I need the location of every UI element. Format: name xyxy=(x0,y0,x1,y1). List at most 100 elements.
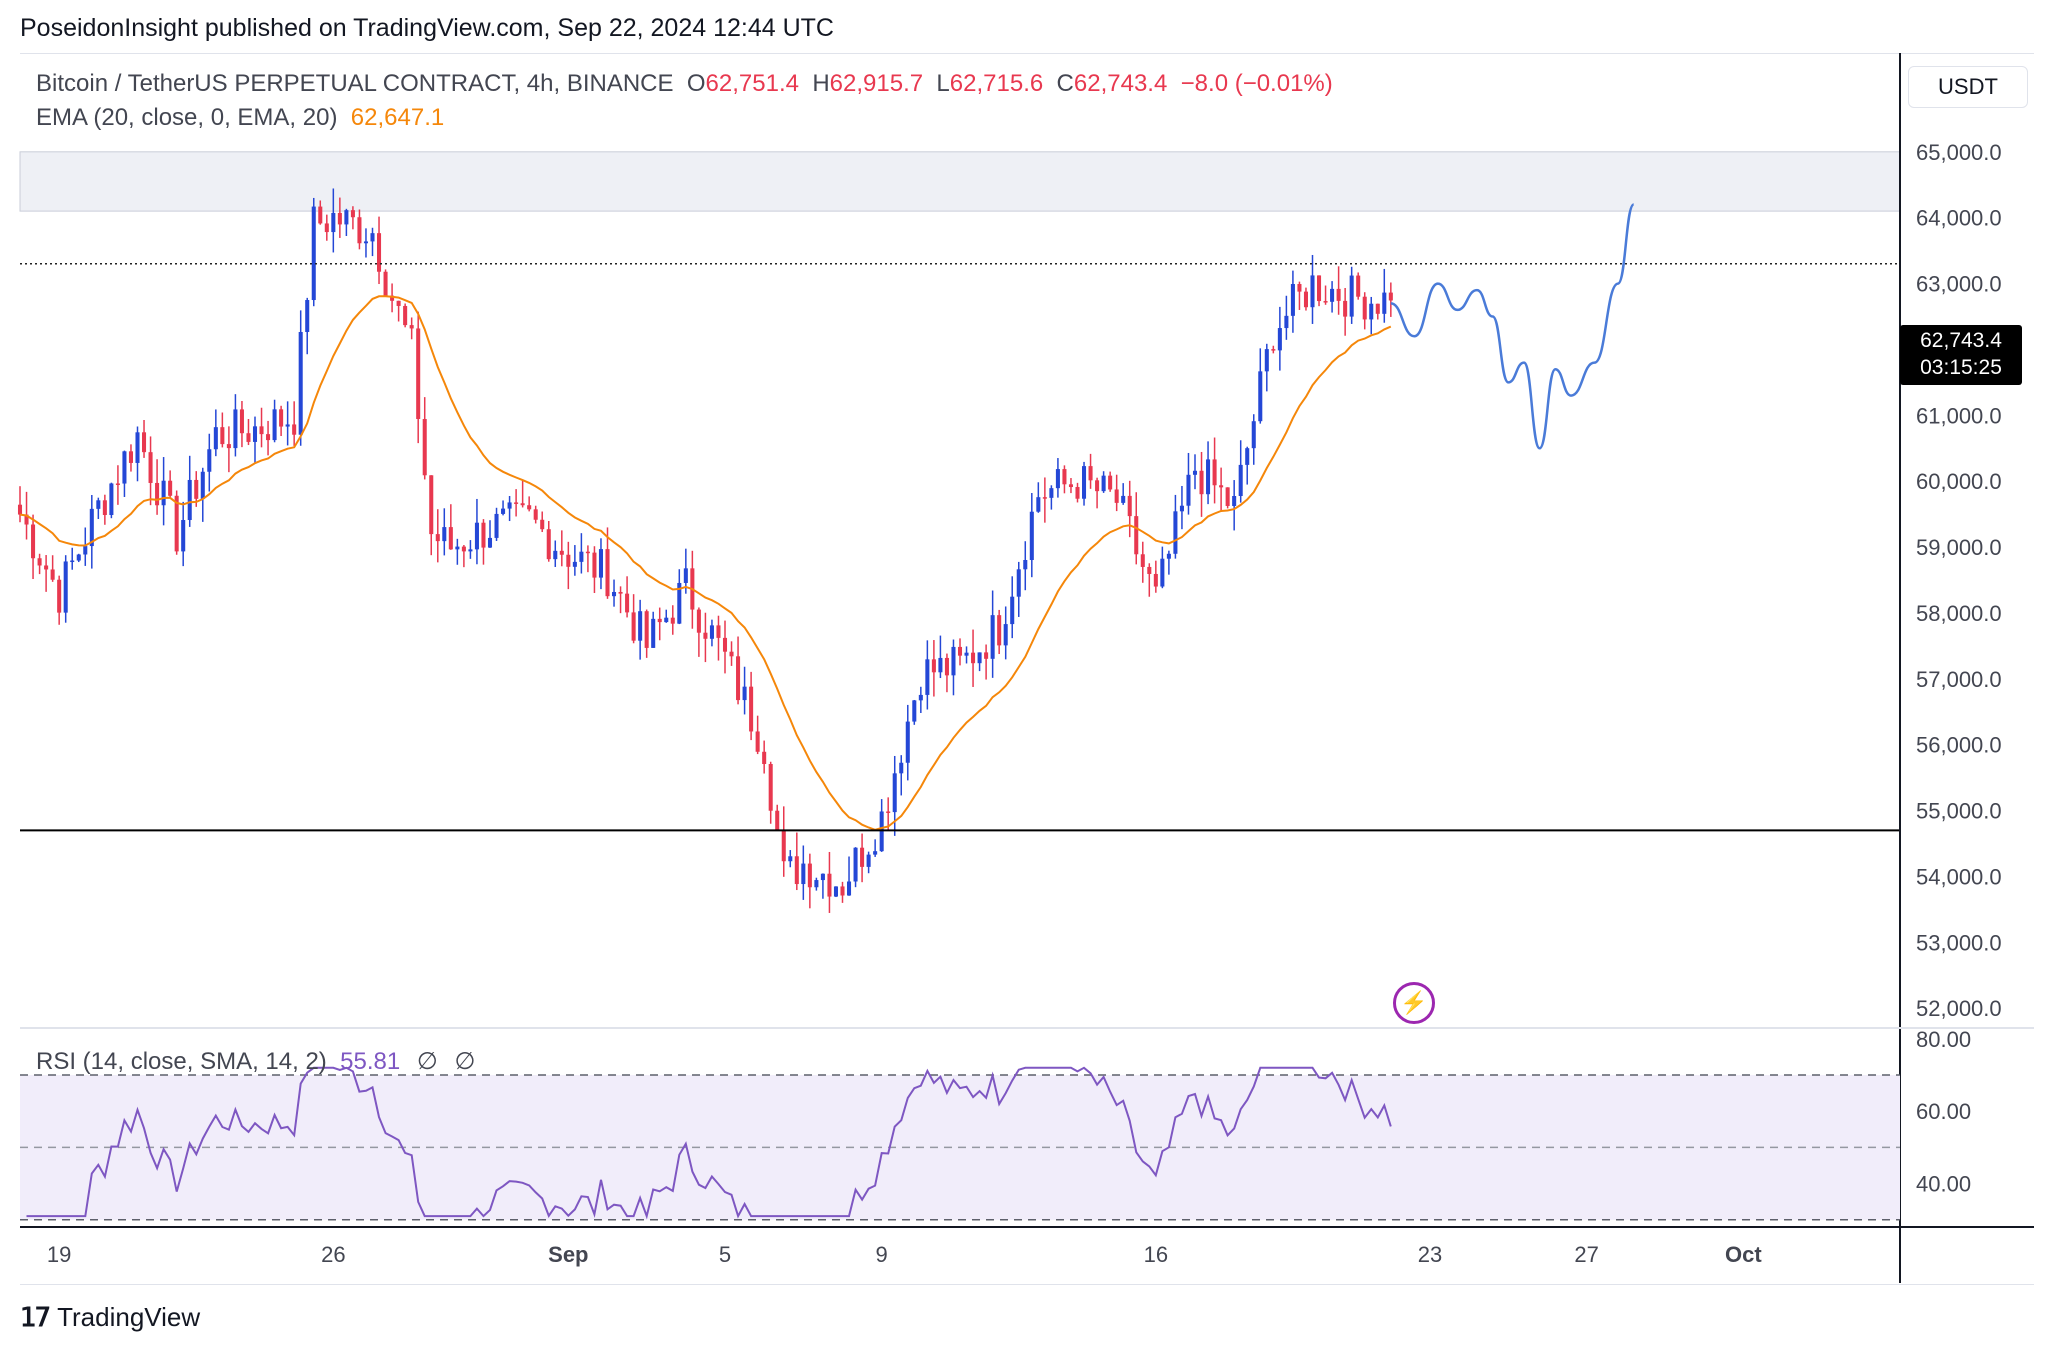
rsi-legend[interactable]: RSI (14, close, SMA, 14, 2) 55.81 ∅ ∅ xyxy=(36,1047,475,1076)
candle-body xyxy=(1003,624,1008,646)
candle-body xyxy=(860,847,865,867)
candle-body xyxy=(1160,558,1165,587)
low-value: 62,715.6 xyxy=(949,70,1044,97)
candle-body xyxy=(807,863,812,888)
candle-body xyxy=(168,480,173,496)
price-tick-label: 61,000.0 xyxy=(1916,403,2002,428)
candle-body xyxy=(1303,291,1308,308)
candle-body xyxy=(847,881,852,896)
candle-body xyxy=(618,591,623,594)
candle-body xyxy=(990,615,995,659)
candle-body xyxy=(24,514,29,525)
candle-body xyxy=(233,409,238,449)
rsi-value: 55.81 xyxy=(340,1048,401,1075)
candle-body xyxy=(722,637,728,652)
candle-body xyxy=(1388,292,1393,301)
candle-body xyxy=(1290,284,1295,316)
tradingview-logo-icon: 𝟣𝟩 xyxy=(20,1302,51,1332)
price-tick-label: 57,000.0 xyxy=(1916,667,2002,692)
candle-body xyxy=(1362,296,1367,320)
low-label: L xyxy=(936,70,950,97)
candle-body xyxy=(657,618,662,623)
candle-body xyxy=(455,546,460,550)
candle-body xyxy=(984,652,989,659)
candle-body xyxy=(755,731,760,752)
candle-body xyxy=(781,830,786,862)
time-tick-label: Oct xyxy=(1725,1242,1762,1267)
price-tick-label: 53,000.0 xyxy=(1916,930,2002,955)
candle-body xyxy=(938,657,943,673)
price-axis: 66,000.065,000.064,000.063,000.062,000.0… xyxy=(1916,74,2002,1021)
candle-body xyxy=(1055,469,1060,489)
price-tick-label: 63,000.0 xyxy=(1916,272,2002,297)
time-tick-label: 26 xyxy=(321,1242,345,1267)
candle-body xyxy=(638,611,643,641)
candle-body xyxy=(403,305,408,326)
candle-body xyxy=(1199,470,1204,495)
candle-body xyxy=(474,522,479,550)
candle-body xyxy=(272,409,277,441)
open-value: 62,751.4 xyxy=(705,70,799,97)
rsi-tick-label: 60.00 xyxy=(1916,1099,1971,1124)
candle-body xyxy=(318,206,323,224)
candle-body xyxy=(83,546,88,555)
ema-legend[interactable]: EMA (20, close, 0, EMA, 20) 62,647.1 xyxy=(36,104,444,132)
candle-body xyxy=(1010,596,1015,625)
candle-body xyxy=(207,449,212,472)
candle-body xyxy=(605,549,610,597)
candle-body xyxy=(540,519,545,530)
candle-body xyxy=(252,426,258,442)
candle-body xyxy=(644,611,649,648)
tradingview-brand[interactable]: 𝟣𝟩 TradingView xyxy=(20,1302,200,1333)
candle-body xyxy=(585,551,590,554)
candle-body xyxy=(422,419,427,476)
candle-body xyxy=(971,652,976,664)
candle-body xyxy=(1212,459,1217,486)
candle-body xyxy=(1049,488,1054,498)
candle-body xyxy=(1134,516,1139,555)
bar-countdown: 03:15:25 xyxy=(1920,356,2002,379)
currency-selector[interactable]: USDT xyxy=(1908,66,2028,108)
candle-body xyxy=(135,432,140,463)
candle-body xyxy=(1251,421,1256,449)
candle-body xyxy=(298,331,303,435)
candle-body xyxy=(736,656,741,701)
candle-body xyxy=(873,851,878,855)
candle-body xyxy=(683,568,688,583)
price-tick-label: 55,000.0 xyxy=(1916,799,2002,824)
candle-body xyxy=(1173,511,1178,554)
candle-body xyxy=(507,502,512,509)
candle-body xyxy=(142,432,147,453)
candle-body xyxy=(853,847,858,882)
candle-body xyxy=(899,762,904,774)
candle-body xyxy=(239,409,244,434)
candle-body xyxy=(115,483,120,485)
time-tick-label: Sep xyxy=(548,1242,588,1267)
candle-body xyxy=(1271,349,1276,351)
candle-body xyxy=(89,508,94,547)
ema-label: EMA (20, close, 0, EMA, 20) xyxy=(36,104,338,131)
lightning-icon[interactable]: ⚡ xyxy=(1393,982,1435,1024)
candle-body xyxy=(31,524,36,559)
candle-body xyxy=(311,206,316,301)
high-value: 62,915.7 xyxy=(829,70,924,97)
rsi-label: RSI (14, close, SMA, 14, 2) xyxy=(36,1048,327,1075)
candle-body xyxy=(17,504,23,515)
candle-body xyxy=(768,764,773,811)
candle-body xyxy=(997,615,1002,646)
candle-body xyxy=(1323,301,1328,303)
ema-value: 62,647.1 xyxy=(350,104,445,131)
candle-body xyxy=(246,433,251,442)
candle-body xyxy=(324,223,329,233)
candle-body xyxy=(572,561,577,567)
candle-body xyxy=(331,212,336,233)
candle-body xyxy=(292,424,297,435)
candle-body xyxy=(827,873,832,897)
candle-body xyxy=(461,546,466,552)
candle-body xyxy=(377,233,382,272)
candles-layer xyxy=(17,188,1393,913)
candle-body xyxy=(390,295,395,301)
candle-body xyxy=(370,233,375,242)
price-tick-label: 58,000.0 xyxy=(1916,601,2002,626)
